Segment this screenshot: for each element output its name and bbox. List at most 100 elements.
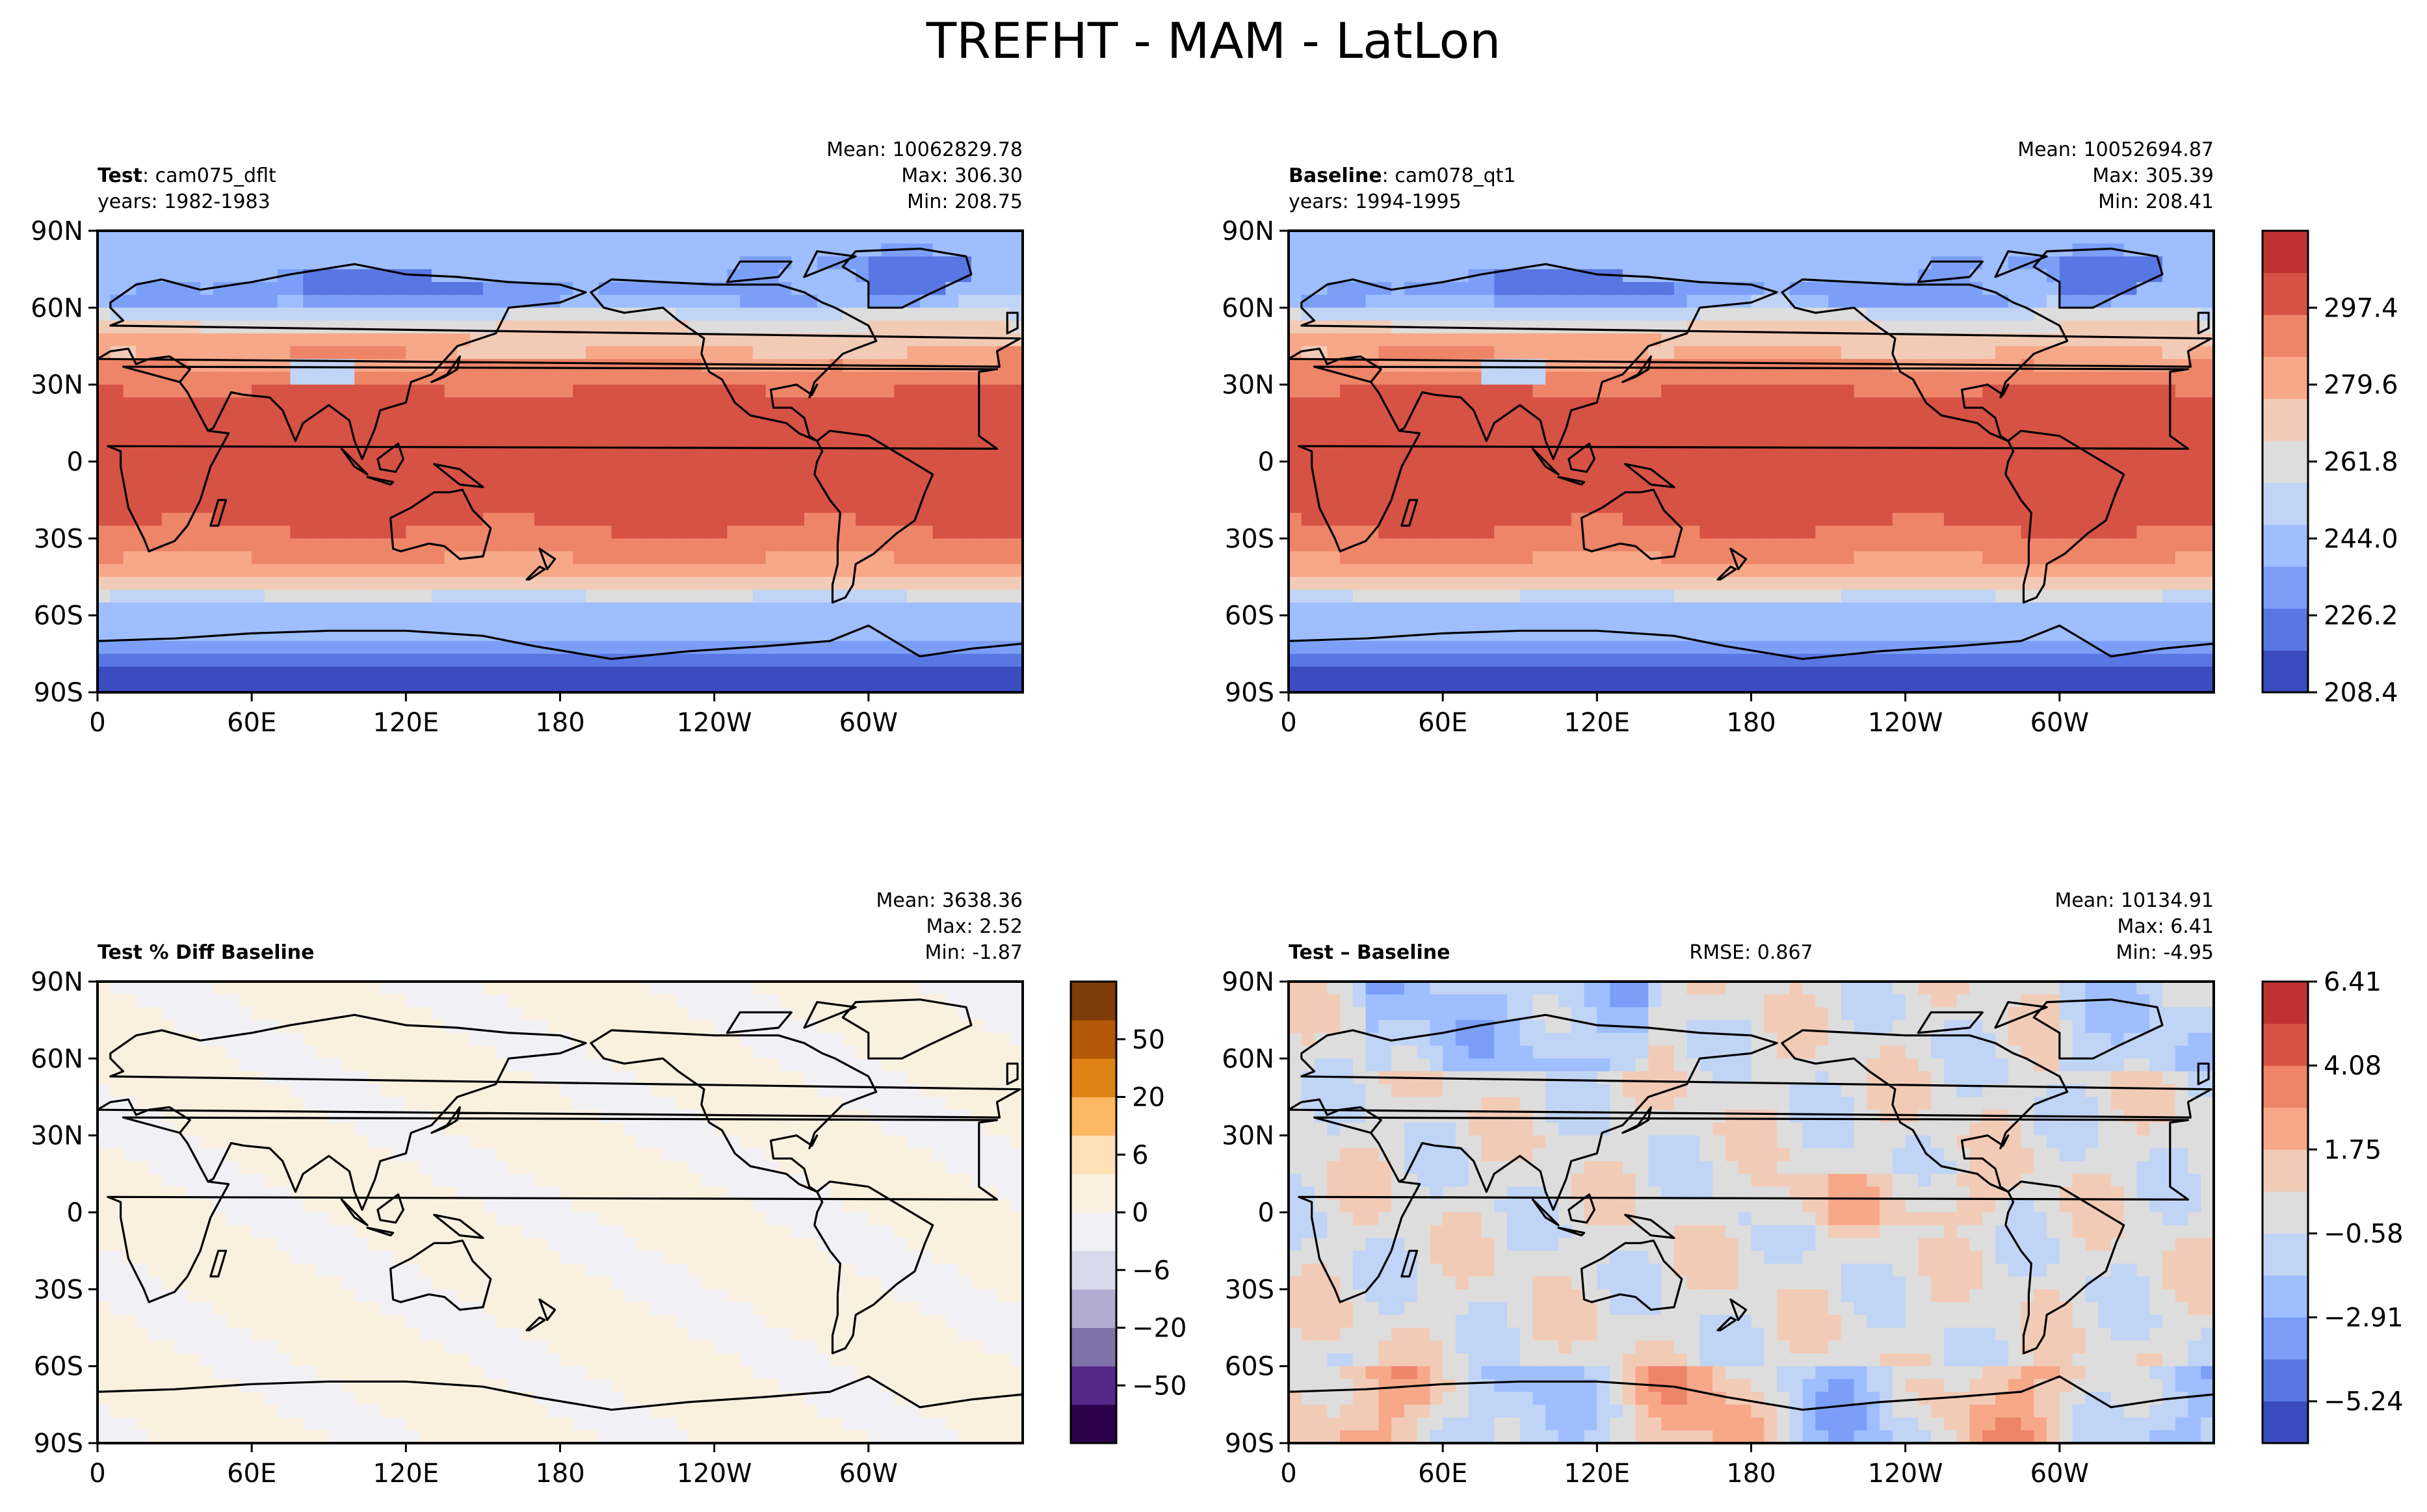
heatmap-cell: [1789, 551, 1804, 565]
heatmap-cell: [1532, 281, 1547, 296]
heatmap-cell: [1943, 333, 1958, 347]
heatmap-cell: [136, 449, 150, 462]
heatmap-cell: [482, 423, 497, 437]
heatmap-cell: [560, 653, 574, 668]
heatmap-cell: [431, 679, 445, 692]
heatmap-cell: [1289, 269, 1302, 283]
heatmap-cell: [1010, 423, 1023, 437]
heatmap-cell: [380, 462, 394, 475]
heatmap-cell: [2123, 320, 2138, 334]
heatmap-cell: [1982, 512, 1996, 527]
heatmap-cell: [1314, 564, 1328, 578]
heatmap-cell: [1597, 487, 1610, 501]
heatmap-cell: [149, 538, 163, 552]
heatmap-cell: [1391, 577, 1405, 591]
heatmap-cell: [2021, 449, 2035, 462]
heatmap-cell: [110, 564, 124, 578]
heatmap-cell: [1943, 256, 1958, 270]
heatmap-cell: [676, 320, 689, 334]
heatmap-cell: [1327, 512, 1341, 527]
heatmap-cell: [817, 500, 831, 514]
heatmap-cell: [482, 474, 497, 488]
heatmap-cell: [315, 525, 330, 540]
heatmap-cell: [1880, 462, 1893, 475]
heatmap-cell: [714, 564, 728, 578]
heatmap-cell: [676, 577, 689, 591]
heatmap-cell: [328, 384, 343, 398]
heatmap-cell: [226, 333, 240, 347]
heatmap-cell: [1506, 449, 1521, 462]
heatmap-cell: [328, 397, 343, 411]
heatmap-cell: [239, 679, 252, 692]
heatmap-cell: [1494, 256, 1508, 270]
heatmap-cell: [2021, 641, 2035, 655]
heatmap-cell: [495, 269, 510, 283]
heatmap-cell: [817, 256, 831, 270]
heatmap-cell: [1340, 423, 1354, 437]
heatmap-cell: [586, 269, 599, 283]
heatmap-cell: [1905, 641, 1919, 655]
heatmap-cell: [894, 641, 908, 655]
heatmap-cell: [611, 320, 625, 334]
heatmap-cell: [1010, 359, 1023, 372]
heatmap-cell: [2072, 346, 2086, 360]
heatmap-cell: [1314, 371, 1328, 385]
heatmap-cell: [701, 371, 715, 385]
heatmap-cell: [1610, 307, 1623, 321]
heatmap-cell: [894, 346, 908, 360]
heatmap-cell: [406, 679, 419, 692]
heatmap-cell: [2201, 436, 2214, 450]
heatmap-cell: [200, 538, 214, 552]
heatmap-cell: [1648, 243, 1662, 257]
heatmap-cell: [2123, 384, 2138, 398]
heatmap-cell: [586, 615, 599, 629]
heatmap-cell: [1725, 423, 1739, 437]
heatmap-cell: [1867, 269, 1880, 283]
heatmap-cell: [161, 269, 176, 283]
heatmap-cell: [1635, 551, 1649, 565]
heatmap-cell: [624, 462, 638, 475]
heatmap-cell: [1519, 615, 1534, 629]
heatmap-cell: [1532, 333, 1547, 347]
heatmap-cell: [958, 615, 972, 629]
heatmap-cell: [2123, 307, 2138, 321]
heatmap-cell: [881, 666, 895, 681]
heatmap-cell: [303, 423, 317, 437]
heatmap-cell: [1532, 590, 1547, 603]
heatmap-cell: [277, 256, 291, 270]
heatmap-cell: [765, 436, 780, 450]
heatmap-cell: [149, 487, 163, 501]
heatmap-cell: [508, 307, 522, 321]
heatmap-cell: [482, 551, 497, 565]
heatmap-cell: [676, 333, 689, 347]
heatmap-cell: [419, 525, 432, 540]
heatmap-cell: [2072, 384, 2086, 398]
heatmap-cell: [2188, 243, 2202, 257]
heatmap-cell: [252, 679, 265, 692]
heatmap-cell: [1789, 602, 1804, 616]
heatmap-cell: [431, 307, 445, 321]
heatmap-cell: [495, 346, 510, 360]
heatmap-cell: [1867, 231, 1880, 244]
heatmap-cell: [2123, 333, 2138, 347]
heatmap-cell: [586, 564, 599, 578]
heatmap-cell: [1519, 462, 1534, 475]
heatmap-cell: [1777, 307, 1791, 321]
heatmap-cell: [1918, 397, 1932, 411]
heatmap-cell: [586, 500, 599, 514]
heatmap-cell: [945, 551, 959, 565]
heatmap-cell: [701, 679, 715, 692]
heatmap-cell: [830, 410, 844, 424]
heatmap-cell: [1982, 256, 1996, 270]
heatmap-cell: [277, 307, 291, 321]
heatmap-cell: [765, 564, 780, 578]
heatmap-cell: [1802, 628, 1817, 642]
heatmap-cell: [2162, 269, 2176, 283]
heatmap-cell: [406, 243, 419, 257]
heatmap-cell: [1506, 243, 1521, 257]
heatmap-cell: [1417, 333, 1431, 347]
heatmap-cell: [1391, 294, 1405, 309]
heatmap-cell: [971, 666, 985, 681]
heatmap-cell: [1571, 346, 1585, 360]
heatmap-cell: [727, 294, 741, 309]
